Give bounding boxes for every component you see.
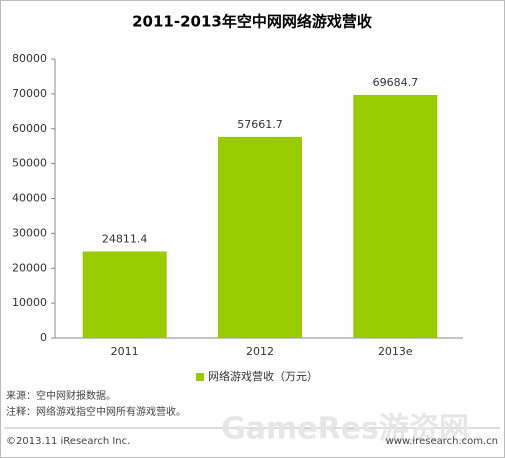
website: www.iresearch.com.cn bbox=[386, 436, 498, 447]
y-tick-label: 70000 bbox=[12, 87, 47, 100]
y-tick-label: 30000 bbox=[12, 226, 47, 239]
bar bbox=[353, 94, 438, 338]
y-tick-label: 60000 bbox=[12, 122, 47, 135]
watermark: GameRes游资网 bbox=[221, 412, 469, 447]
value-label: 24811.4 bbox=[102, 232, 148, 245]
y-tick-label: 10000 bbox=[12, 296, 47, 309]
copyright: ©2013.11 iResearch Inc. bbox=[6, 436, 130, 447]
y-tick-label: 0 bbox=[40, 331, 47, 344]
note: 注释：网络游戏指空中网所有游戏营收。 bbox=[6, 405, 186, 418]
bar bbox=[218, 136, 302, 338]
chart-title: 2011-2013年空中网网络游戏营收 bbox=[132, 13, 372, 31]
y-tick-label: 40000 bbox=[12, 192, 47, 205]
bar bbox=[82, 251, 167, 338]
x-tick-label: 2012 bbox=[246, 345, 274, 358]
x-tick-label: 2011 bbox=[111, 345, 139, 358]
x-tick-label: 2013e bbox=[378, 345, 413, 358]
y-tick-label: 80000 bbox=[12, 52, 47, 65]
y-tick-label: 20000 bbox=[12, 261, 47, 274]
value-label: 57661.7 bbox=[237, 118, 283, 131]
legend-swatch bbox=[196, 373, 204, 381]
value-label: 69684.7 bbox=[373, 76, 419, 89]
legend-label: 网络游戏营收（万元） bbox=[208, 369, 318, 383]
note: 来源：空中网财报数据。 bbox=[6, 389, 116, 402]
y-tick-label: 50000 bbox=[12, 157, 47, 170]
